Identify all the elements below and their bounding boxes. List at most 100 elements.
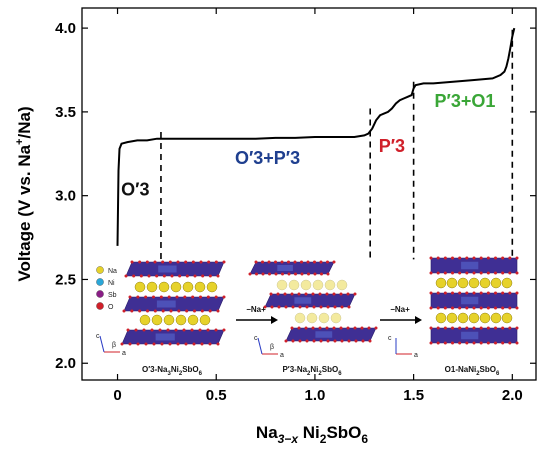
oxygen-atom	[472, 306, 476, 310]
oxygen-atom	[436, 306, 440, 310]
oxygen-atom	[313, 260, 316, 264]
oxygen-atom	[472, 271, 476, 275]
ni-site	[277, 265, 293, 271]
oxygen-atom	[216, 342, 220, 346]
oxygen-atom	[436, 271, 440, 275]
ni-site	[461, 261, 479, 270]
oxygen-atom	[152, 295, 155, 299]
oxygen-atom	[291, 339, 295, 343]
oxygen-atom	[436, 256, 440, 260]
oxygen-atom	[472, 341, 476, 345]
oxygen-atom	[325, 292, 329, 296]
oxygen-atom	[312, 339, 316, 343]
structure-caption: P′3-Na2Ni2SbO6	[282, 365, 342, 377]
oxygen-atom	[429, 256, 433, 260]
oxygen-atom	[222, 260, 226, 264]
oxygen-atom	[206, 295, 210, 299]
oxygen-atom	[198, 328, 202, 332]
na-atom	[312, 279, 324, 291]
oxygen-atom	[311, 326, 315, 330]
oxygen-atom	[201, 274, 205, 278]
oxygen-atom	[501, 291, 505, 295]
oxygen-atom	[269, 292, 273, 296]
oxygen-atom	[305, 339, 309, 343]
na-atom	[294, 312, 306, 324]
ticks: 0 0.5 1.0 1.5 2.0 2.0 2.5 3.0 3.5 4.0	[55, 8, 536, 404]
oxygen-atom	[150, 328, 154, 332]
oxygen-atom	[319, 339, 323, 343]
oxygen-atom	[472, 326, 476, 330]
oxygen-atom	[508, 291, 512, 295]
na-atom	[139, 314, 151, 326]
oxygen-atom	[458, 271, 462, 275]
oxygen-atom	[130, 309, 134, 313]
oxygen-atom	[208, 342, 212, 346]
transition-arrow-head	[271, 316, 278, 324]
oxygen-atom	[360, 326, 364, 330]
phase-labels: O′3 O′3+P′3 P′3 P′3+O1	[121, 91, 495, 200]
oxygen-atom	[429, 271, 433, 275]
oxygen-atom	[255, 272, 258, 276]
oxygen-atom	[283, 292, 287, 296]
oxygen-atom	[333, 339, 337, 343]
oxygen-atom	[436, 291, 440, 295]
axis-c	[99, 335, 105, 353]
ni-site	[158, 265, 177, 273]
oxygen-atom	[326, 305, 330, 309]
y-tick-label: 3.5	[55, 104, 76, 121]
oxygen-atom	[443, 291, 447, 295]
oxygen-atom	[429, 291, 433, 295]
oxygen-atom	[300, 272, 304, 276]
legend-label: Ni	[108, 280, 115, 287]
oxygen-atom	[184, 342, 188, 346]
oxygen-atom	[193, 309, 196, 313]
oxygen-atom	[270, 305, 274, 309]
oxygen-atom	[167, 295, 171, 299]
y-tick-label: 2.0	[55, 355, 76, 372]
oxygen-atom	[174, 328, 178, 332]
oxygen-atom	[297, 326, 301, 330]
voltage-curve	[116, 27, 516, 246]
oxygen-atom	[429, 306, 433, 310]
oxygen-atom	[508, 326, 512, 330]
oxygen-atom	[494, 306, 497, 310]
oxygen-atom	[486, 291, 490, 295]
oxygen-atom	[214, 328, 218, 332]
oxygen-atom	[494, 271, 497, 275]
oxygen-atom	[443, 326, 447, 330]
na-atom	[336, 279, 348, 291]
oxygen-atom	[332, 292, 336, 296]
oxygen-atom	[318, 292, 322, 296]
oxygen-atom	[472, 256, 476, 260]
x-tick-label: 1.0	[304, 387, 325, 404]
oxygen-atom	[191, 295, 195, 299]
oxygen-atom	[263, 305, 267, 309]
oxygen-atom	[120, 342, 124, 346]
oxygen-atom	[175, 295, 179, 299]
y-tick-label: 3.0	[55, 188, 76, 205]
phase-label: O′3+P′3	[235, 148, 300, 168]
arrow-label: −Na+	[390, 305, 410, 314]
axis-letter: c	[388, 335, 392, 342]
na-atom	[490, 312, 502, 324]
na-atom	[134, 281, 146, 293]
oxygen-atom	[214, 295, 218, 299]
oxygen-atom	[346, 292, 350, 296]
oxygen-atom	[168, 342, 172, 346]
ni-site	[461, 331, 479, 340]
oxygen-atom	[479, 326, 483, 330]
oxygen-atom	[443, 306, 447, 310]
na-atom	[468, 312, 480, 324]
na-atom	[170, 281, 182, 293]
oxygen-atom	[182, 328, 186, 332]
y-tick-label: 4.0	[55, 20, 76, 37]
legend-atom-ni	[96, 278, 104, 286]
oxygen-atom	[325, 326, 329, 330]
oxygen-atom	[340, 339, 344, 343]
legend-atom-o	[96, 302, 104, 310]
na-atom	[490, 277, 502, 289]
oxygen-atom	[122, 309, 126, 313]
oxygen-atom	[458, 341, 462, 345]
x-tick-label: 1.5	[403, 387, 424, 404]
oxygen-atom	[290, 326, 294, 330]
